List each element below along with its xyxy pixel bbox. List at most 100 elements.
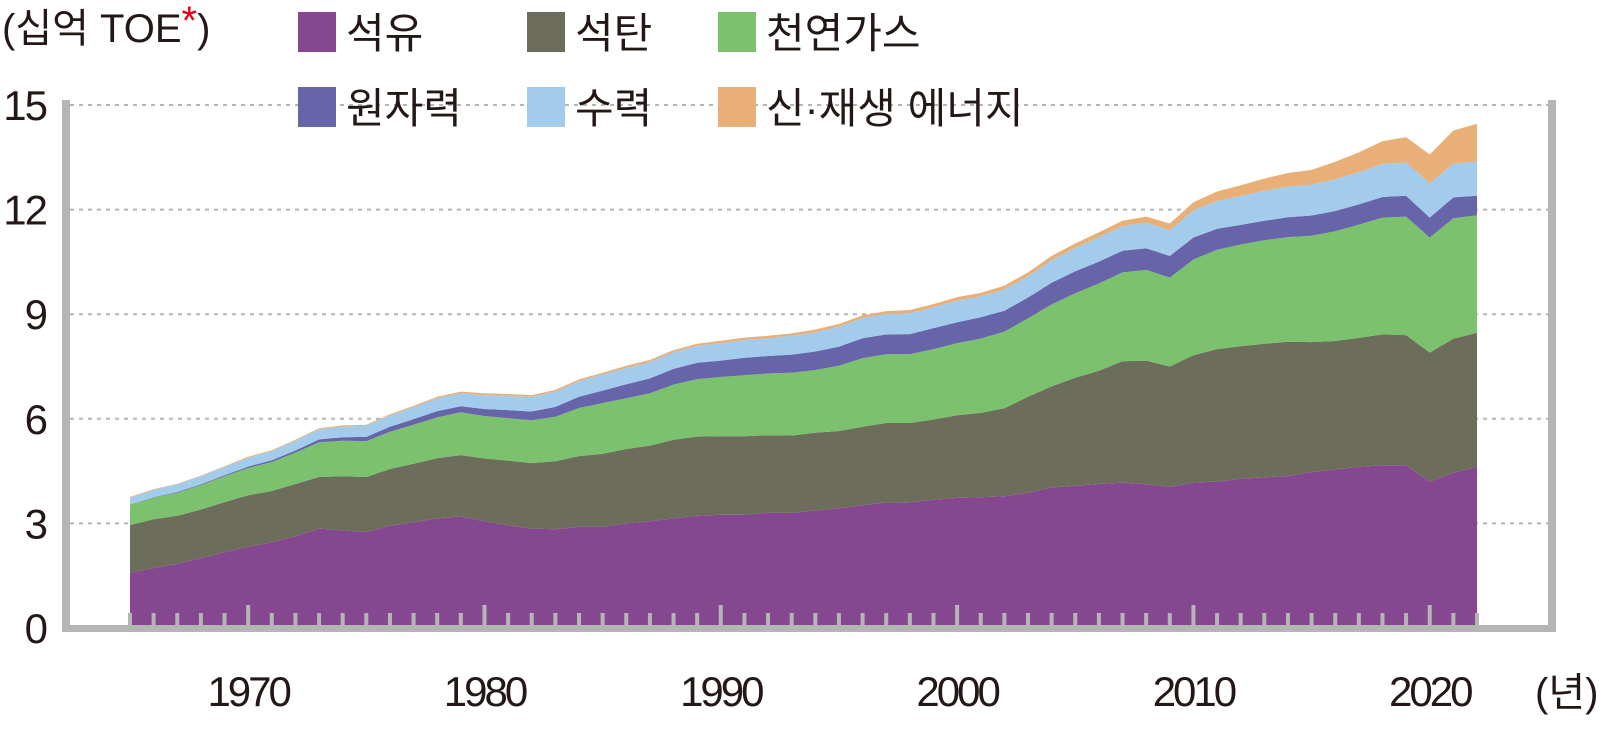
area-series-3	[130, 195, 1477, 505]
legend-swatch	[298, 12, 336, 52]
legend-item: 석탄	[527, 10, 652, 57]
x-tick-mark	[553, 613, 558, 625]
x-tick-mark	[647, 613, 652, 625]
area-series-4	[130, 161, 1477, 505]
area-series-2	[130, 215, 1477, 526]
x-tick-mark	[340, 613, 345, 625]
x-tick-mark	[198, 613, 203, 625]
x-tick-mark	[317, 613, 322, 625]
legend-swatch	[527, 87, 565, 127]
legend-item: 천연가스	[718, 10, 921, 57]
x-tick-mark	[387, 613, 392, 625]
y-unit-label: (십억 TOE*)	[2, 0, 210, 51]
y-tick-label: 0	[25, 605, 47, 652]
y-tick-label: 3	[25, 500, 47, 547]
x-tick-mark	[1380, 613, 1385, 625]
x-tick-mark	[1451, 613, 1456, 625]
right-axis-line	[1548, 100, 1556, 632]
x-tick-mark	[1002, 613, 1007, 625]
x-tick-mark	[1333, 613, 1338, 625]
x-tick-mark	[671, 613, 676, 625]
x-tick-mark	[293, 613, 298, 625]
x-tick-mark	[836, 613, 841, 625]
legend-swatch	[718, 87, 756, 127]
x-tick-mark	[907, 613, 912, 625]
y-tick-label: 15	[3, 82, 46, 129]
x-tick-mark	[624, 613, 629, 625]
x-tick-mark	[718, 605, 723, 625]
x-tick-mark	[1215, 613, 1220, 625]
x-tick-mark	[411, 613, 416, 625]
legend-label: 천연가스	[766, 10, 921, 57]
x-tick-label: 1970	[207, 668, 290, 715]
y-tick-label: 6	[25, 396, 47, 443]
x-tick-mark	[1191, 605, 1196, 625]
legend-label: 신·재생 에너지	[766, 85, 1024, 132]
area-layers	[130, 123, 1477, 628]
x-tick-mark	[766, 613, 771, 625]
axes	[62, 100, 1556, 632]
x-tick-mark	[1285, 613, 1290, 625]
x-tick-mark	[1096, 613, 1101, 625]
legend-label: 석유	[346, 10, 423, 57]
x-tick-mark	[529, 613, 534, 625]
unit-text: (십억 TOE	[2, 7, 182, 51]
x-tick-mark	[1262, 613, 1267, 625]
x-tick-mark	[600, 613, 605, 625]
legend-item: 석유	[298, 10, 423, 57]
x-axis-line	[62, 625, 1556, 632]
x-tick-mark	[742, 613, 747, 625]
x-tick-mark	[1073, 613, 1078, 625]
x-tick-mark	[695, 613, 700, 625]
x-tick-mark	[482, 605, 487, 625]
area-series-1	[130, 332, 1477, 573]
x-tick-mark	[1049, 613, 1054, 625]
x-tick-mark	[931, 613, 936, 625]
x-tick-mark	[813, 613, 818, 625]
legend-item: 원자력	[298, 85, 462, 132]
legend-item: 신·재생 에너지	[718, 85, 1024, 132]
x-tick-mark	[1475, 613, 1479, 625]
x-tick-mark	[1356, 613, 1361, 625]
unit-asterisk: *	[182, 0, 198, 43]
y-tick-label: 9	[25, 291, 47, 338]
legend-swatch	[298, 87, 336, 127]
x-tick-mark	[789, 613, 794, 625]
x-tick-label: 1990	[680, 668, 763, 715]
x-tick-mark	[458, 613, 463, 625]
legend-label: 원자력	[346, 85, 462, 132]
x-tick-label: 2010	[1153, 668, 1236, 715]
y-tick-labels: 0 3 6 9 12 15	[3, 82, 48, 652]
x-tick-mark	[364, 613, 369, 625]
y-axis-line	[62, 100, 70, 632]
x-tick-mark	[128, 613, 132, 625]
x-tick-mark	[1309, 613, 1314, 625]
x-tick-mark	[151, 613, 156, 625]
x-tick-mark	[884, 613, 889, 625]
legend-item: 수력	[527, 85, 652, 132]
x-tick-label: 1980	[444, 668, 527, 715]
x-tick-mark	[1404, 613, 1409, 625]
area-series-0	[130, 465, 1477, 628]
x-tick-mark	[506, 613, 511, 625]
x-tick-mark	[577, 613, 581, 625]
x-tick-mark	[222, 613, 227, 625]
x-tick-mark	[1427, 605, 1432, 625]
x-tick-mark	[1238, 613, 1243, 625]
area-series-5	[130, 123, 1477, 498]
x-tick-mark	[1120, 613, 1125, 625]
x-tick-mark	[269, 613, 274, 625]
legend-label: 수력	[575, 85, 652, 132]
legend-swatch	[718, 12, 756, 52]
x-tick-mark	[978, 613, 983, 625]
y-tick-label: 12	[3, 187, 46, 234]
x-tick-label: 2000	[916, 668, 999, 715]
x-tick-mark	[860, 613, 865, 625]
legend-label: 석탄	[575, 10, 652, 57]
x-tick-mark	[955, 605, 960, 625]
x-tick-labels: 1970 1980 1990 2000 2010 2020	[207, 668, 1475, 715]
x-tick-mark	[435, 613, 440, 625]
x-tick-mark	[1144, 613, 1149, 625]
